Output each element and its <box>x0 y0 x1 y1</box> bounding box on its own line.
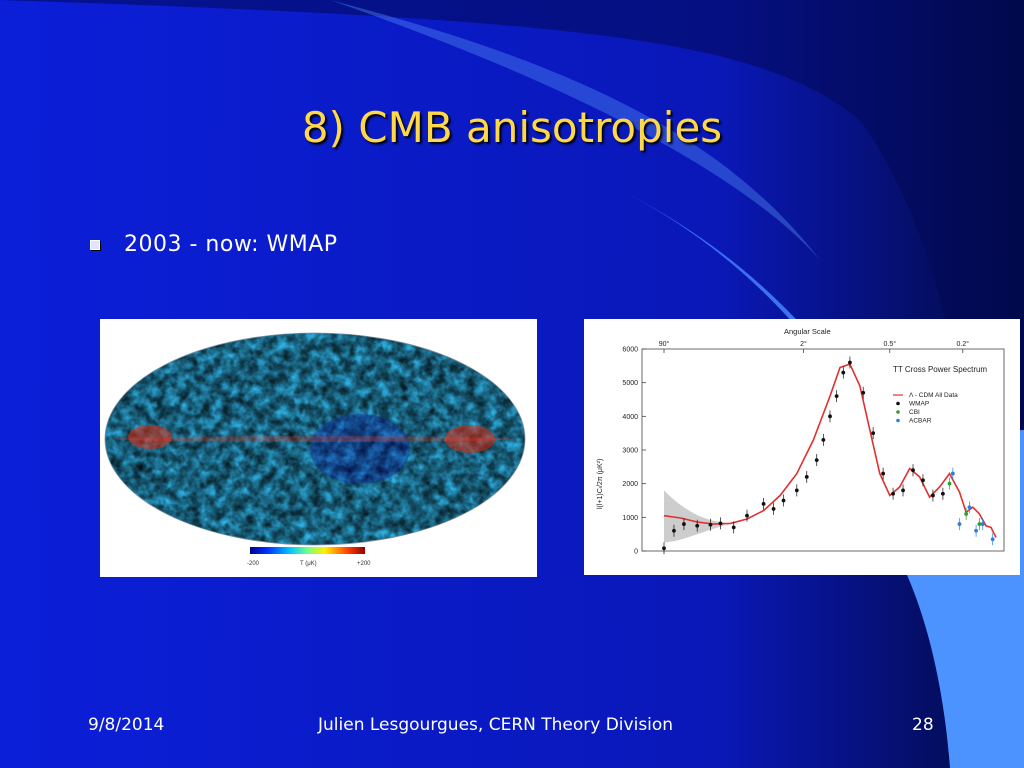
data-point-wmap <box>828 414 832 419</box>
footer-date: 9/8/2014 <box>88 715 165 735</box>
bullet-text: 2003 - now: WMAP <box>124 232 338 257</box>
footer-author: Julien Lesgourgues, CERN Theory Division <box>318 715 674 735</box>
data-point-wmap <box>761 501 766 506</box>
data-point-cbi <box>977 522 982 526</box>
slide-title: 8) CMB anisotropies <box>301 103 723 152</box>
data-point-wmap <box>891 491 895 496</box>
data-point-wmap <box>861 390 866 395</box>
data-point-acbar <box>980 522 985 526</box>
data-point-acbar <box>967 505 972 510</box>
legend-entry: WMAP <box>909 401 929 408</box>
data-point-wmap <box>931 493 935 498</box>
data-point-wmap <box>814 458 819 462</box>
cmb-sky-map-image: -200 T (μK) +200 <box>100 319 537 577</box>
data-point-wmap <box>745 513 749 518</box>
data-point-cbi <box>964 512 969 516</box>
data-point-wmap <box>682 522 686 526</box>
y-tick-label: 3000 <box>622 448 638 455</box>
colorbar-min-label: -200 <box>247 561 260 567</box>
data-point-wmap <box>718 521 723 526</box>
legend-point-marker <box>896 401 900 406</box>
data-point-wmap <box>921 478 925 483</box>
top-tick-label: 0.5° <box>883 340 896 348</box>
data-point-wmap <box>821 438 826 442</box>
footer-page-number: 28 <box>912 715 934 735</box>
data-point-wmap <box>771 507 776 511</box>
top-tick-label: 0.2° <box>957 340 970 348</box>
plot-area: 0 1000 2000 3000 4000 5000 6000 90° 2° 0.5° 0.2° <box>622 340 1005 556</box>
power-spectrum-chart: Angular Scale l(l+1)Cₗ/2π (μK²) 0 1000 200… <box>584 319 1020 575</box>
y-tick-label: 4000 <box>622 414 638 421</box>
top-axis-label: Angular Scale <box>784 327 831 336</box>
bullet-item: 2003 - now: WMAP <box>90 232 338 257</box>
series-line-lcdm <box>663 363 997 538</box>
data-point-wmap <box>841 370 846 375</box>
y-tick-label: 2000 <box>622 481 638 488</box>
legend-point-marker <box>896 410 900 414</box>
legend: TT Cross Power Spectrum Λ - CDM All Data… <box>893 365 987 425</box>
colorbar <box>250 547 365 554</box>
colorbar-max-label: +200 <box>357 561 371 567</box>
data-point-acbar <box>950 471 955 476</box>
data-point-wmap <box>695 523 700 528</box>
cmb-sky-map: -200 T (μK) +200 <box>104 332 526 567</box>
colorbar-label: T (μK) <box>300 561 317 567</box>
y-tick-label: 1000 <box>622 515 638 522</box>
top-tick-label: 90° <box>659 340 670 348</box>
y-tick-label: 5000 <box>622 380 638 387</box>
data-point-wmap <box>881 471 886 476</box>
data-point-cbi <box>947 481 952 486</box>
data-point-wmap <box>848 360 852 365</box>
cosmic-variance-band <box>664 490 724 543</box>
data-point-wmap <box>834 394 839 399</box>
data-point-wmap <box>731 525 736 530</box>
legend-entry: CBI <box>909 409 920 416</box>
y-tick-label: 6000 <box>622 347 638 354</box>
data-point-wmap <box>781 498 786 503</box>
data-point-acbar <box>990 537 995 542</box>
data-point-wmap <box>662 546 666 551</box>
square-bullet-icon <box>90 239 100 250</box>
data-point-wmap <box>708 522 713 527</box>
data-point-acbar <box>957 522 962 526</box>
data-point-wmap <box>911 468 915 473</box>
legend-entry: ACBAR <box>909 418 932 425</box>
top-tick-label: 2° <box>800 340 807 348</box>
data-point-wmap <box>672 528 676 533</box>
data-point-wmap <box>901 488 905 493</box>
chart-title: TT Cross Power Spectrum <box>893 365 987 374</box>
data-point-wmap <box>794 488 799 493</box>
y-tick-label: 0 <box>634 549 638 556</box>
power-spectrum-svg: Angular Scale l(l+1)Cₗ/2π (μK²) 0 1000 200… <box>597 327 1005 556</box>
data-point-wmap <box>871 431 876 436</box>
data-point-acbar <box>974 528 978 533</box>
legend-entry: Λ - CDM All Data <box>909 392 958 399</box>
data-point-wmap <box>804 475 809 479</box>
legend-point-marker <box>896 418 900 423</box>
y-axis-label: l(l+1)Cₗ/2π (μK²) <box>597 459 604 509</box>
data-point-wmap <box>940 491 945 496</box>
